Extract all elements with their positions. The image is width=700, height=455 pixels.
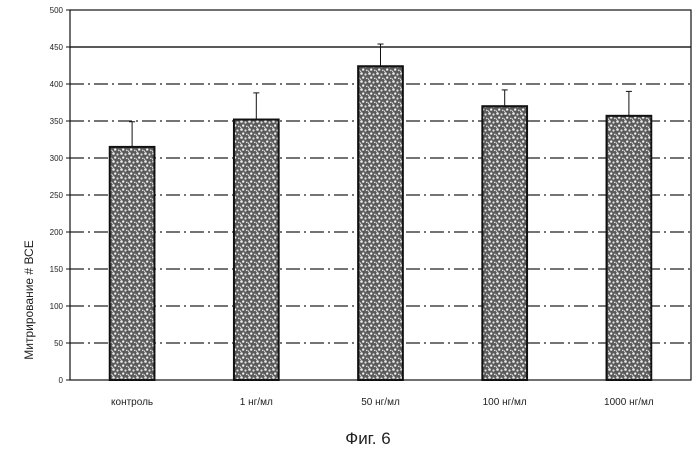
x-category-label-3: 100 нг/мл	[483, 397, 527, 408]
figure-caption: Фиг. 6	[345, 429, 390, 448]
y-tick-label-400: 400	[50, 80, 64, 89]
y-tick-label-150: 150	[50, 265, 64, 274]
bar-1	[234, 120, 279, 380]
bar-2	[358, 66, 403, 380]
bar-3	[482, 106, 527, 380]
bar-0	[110, 147, 155, 380]
y-tick-label-100: 100	[50, 302, 64, 311]
x-axis-labels: контроль 1 нг/мл 50 нг/мл 100 нг/мл 1000 нг/…	[111, 397, 654, 408]
bar-4	[607, 116, 652, 380]
y-tick-label-300: 300	[50, 154, 64, 163]
y-axis-label: Митрирование # ВСЕ	[22, 240, 36, 359]
y-tick-label-50: 50	[54, 339, 63, 348]
x-category-label-4: 1000 нг/мл	[604, 397, 654, 408]
y-tick-label-250: 250	[50, 191, 64, 200]
x-category-label-1: 1 нг/мл	[240, 397, 273, 408]
y-tick-label-350: 350	[50, 117, 64, 126]
bars	[110, 66, 652, 380]
x-category-label-2: 50 нг/мл	[361, 397, 400, 408]
y-tick-label-500: 500	[50, 6, 64, 15]
x-category-label-0: контроль	[111, 397, 153, 408]
y-tick-label-200: 200	[50, 228, 64, 237]
y-tick-label-0: 0	[59, 376, 64, 385]
y-tick-label-450: 450	[50, 43, 64, 52]
y-axis-ticks: 0 50 100 150 200 250 300 350 400 450 500	[50, 6, 70, 385]
